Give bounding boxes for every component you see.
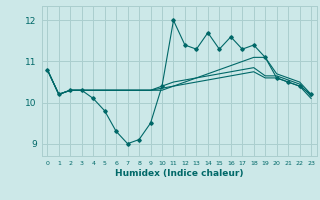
X-axis label: Humidex (Indice chaleur): Humidex (Indice chaleur) — [115, 169, 244, 178]
